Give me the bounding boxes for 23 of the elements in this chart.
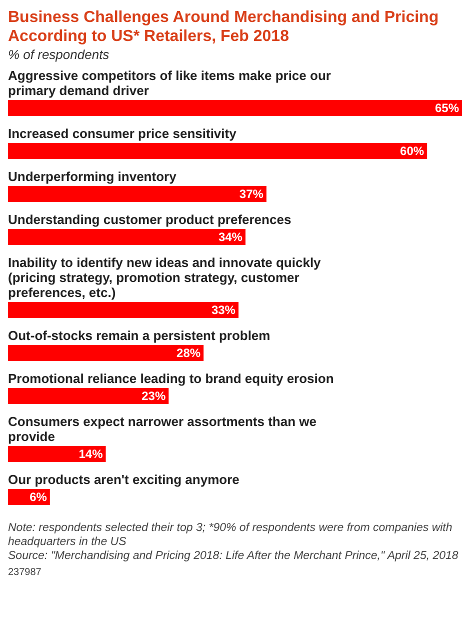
data-label: 60% (400, 144, 424, 158)
y-tick-label: Inability to identify new ideas and innovate quickly (pricing strategy, promotion strategy, customer preferences, etc.) (8, 255, 322, 300)
data-label: 37% (239, 187, 264, 201)
data-label: 33% (211, 303, 236, 317)
y-tick-label: Consumers expect narrower assortments than we provide (8, 414, 316, 444)
chart-subtitle: % of respondents (8, 47, 110, 62)
chart-title: Business Challenges Around Merchandising and Pricing According to US* Retailers, Feb 2018 (8, 8, 440, 46)
data-label: 23% (142, 389, 166, 403)
data-label: 34% (218, 230, 243, 244)
y-tick-label: Increased consumer price sensitivity (8, 126, 238, 141)
data-label: 28% (176, 346, 201, 360)
text: 237987 (8, 566, 42, 580)
data-label: 6% (30, 490, 48, 504)
source-note: Source: "Merchandising and Pricing 2018: Life After the Merchant Prince," April 25, 2018 (8, 549, 460, 563)
y-tick-label: Promotional reliance leading to brand equity erosion (8, 371, 334, 386)
data-label: 14% (78, 447, 104, 461)
y-tick-label: Aggressive competitors of like items make price our primary demand driver (8, 68, 331, 98)
y-tick-label: Out-of-stocks remain a persistent problem (8, 328, 270, 343)
data-label: 65% (434, 101, 460, 115)
y-tick-label: Underperforming inventory (8, 169, 178, 184)
y-tick-label: Understanding customer product preferences (8, 212, 292, 227)
annotation: Note: respondents selected their top 3; *90% of respondents were from companies with headquarters in the US (8, 521, 454, 549)
y-tick-label: Our products aren't exciting anymore (8, 472, 240, 487)
